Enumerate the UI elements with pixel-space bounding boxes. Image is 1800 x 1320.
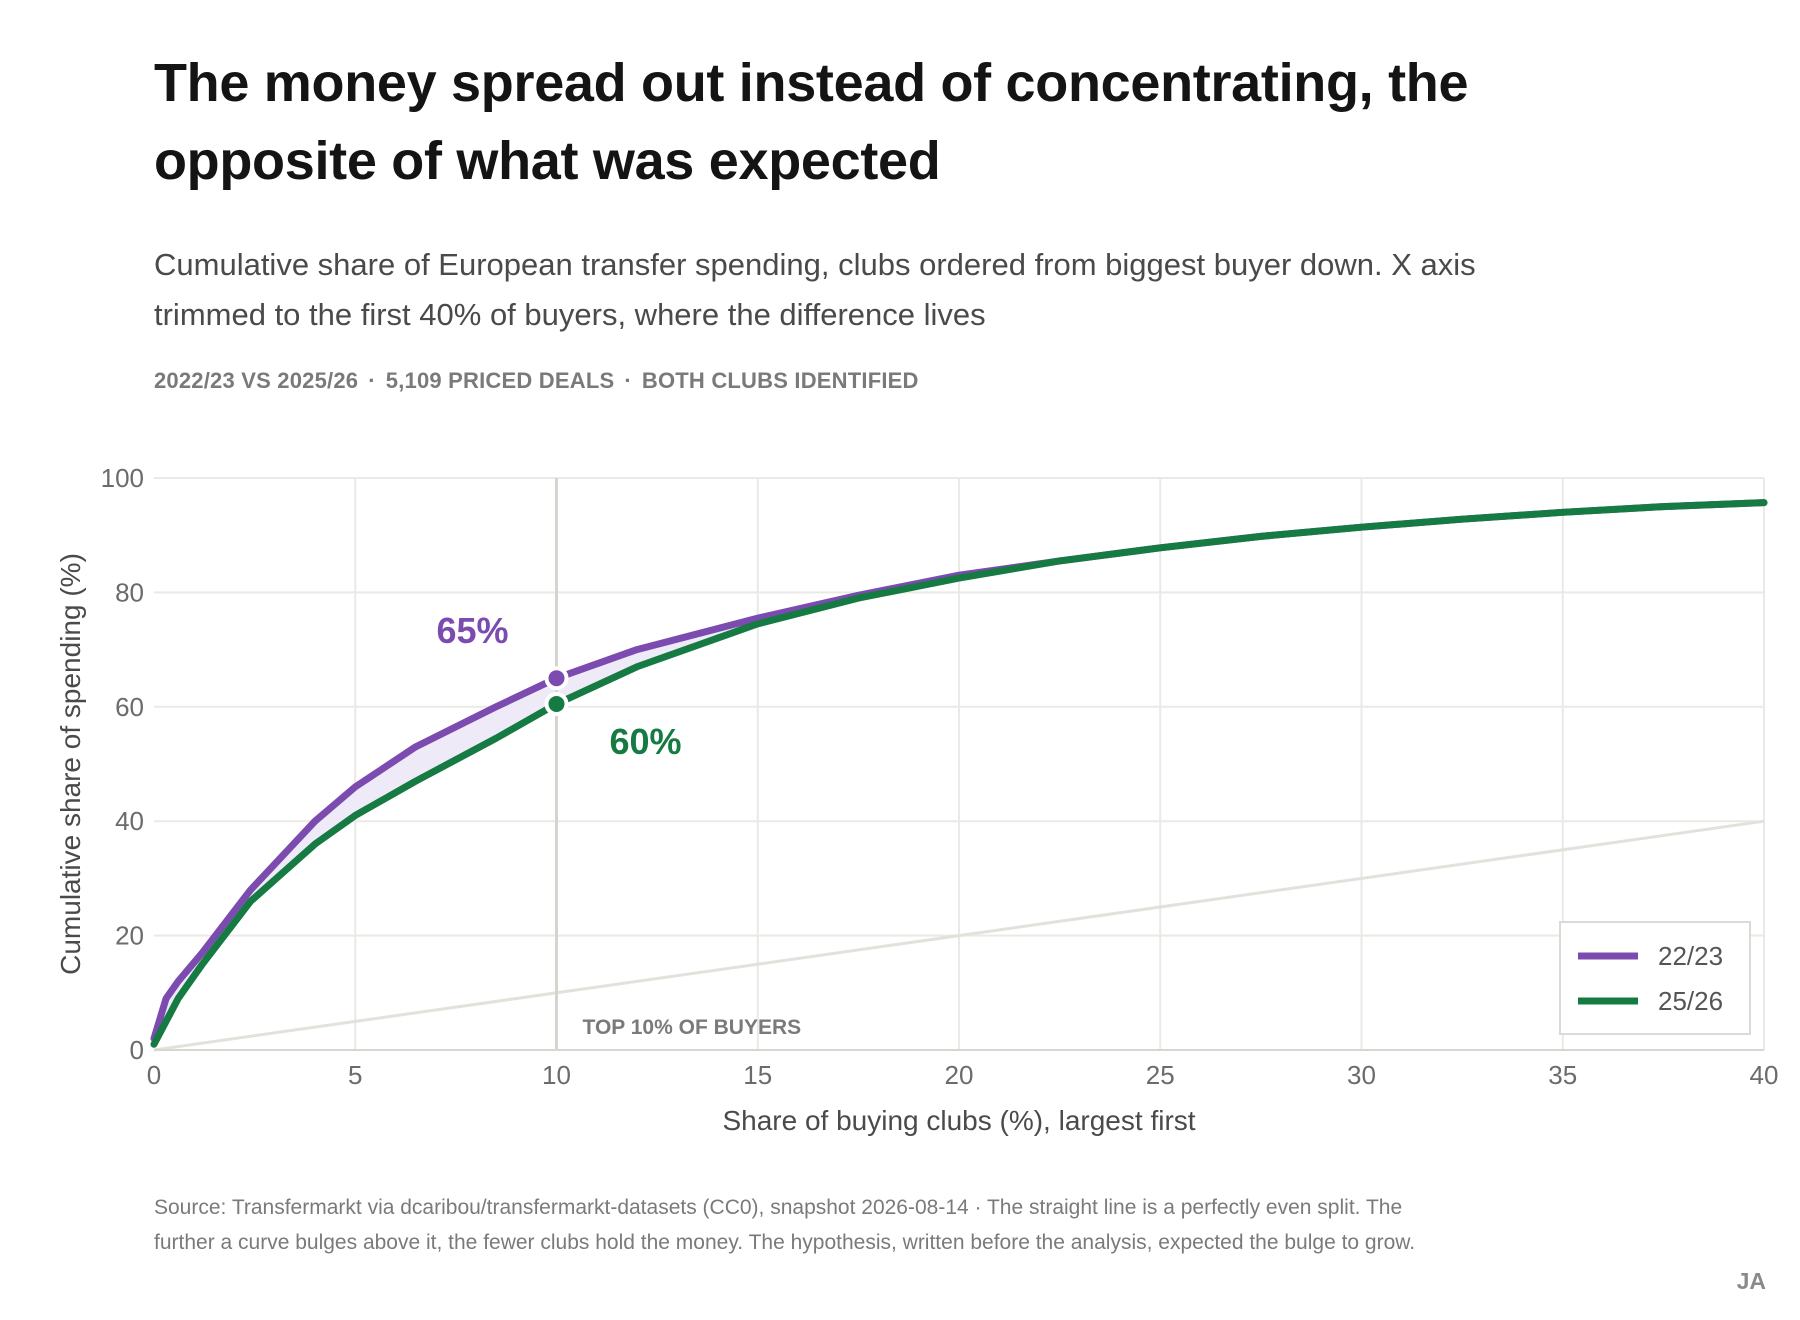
y-tick-label: 100 — [101, 463, 144, 493]
x-tick-label: 30 — [1347, 1060, 1376, 1090]
chart-subtitle: Cumulative share of European transfer sp… — [154, 247, 1476, 332]
x-tick-label: 25 — [1146, 1060, 1175, 1090]
series-line-25-26 — [150, 499, 1768, 1048]
y-tick-label: 40 — [115, 806, 144, 836]
chart-title: The money spread out instead of concentr… — [154, 53, 1469, 191]
x-tick-label: 35 — [1548, 1060, 1577, 1090]
annotation-dot-22-23 — [544, 666, 569, 691]
y-axis-label: Cumulative share of spending (%) — [55, 553, 86, 975]
meta-separator: · — [368, 368, 376, 393]
legend-label-25-26: 25/26 — [1658, 986, 1723, 1016]
series-lines — [150, 499, 1768, 1048]
legend: 22/23 25/26 — [1559, 921, 1751, 1035]
author-signature: JA — [1736, 1268, 1766, 1294]
meta-separator: · — [624, 368, 632, 393]
x-tick-label: 10 — [542, 1060, 571, 1090]
annotation-label-22-23: 65% — [437, 610, 509, 651]
y-tick-label: 20 — [115, 921, 144, 951]
y-tick-label: 60 — [115, 692, 144, 722]
x-tick-label: 15 — [743, 1060, 772, 1090]
chart-meta: 2022/23 VS 2025/26 · 5,109 PRICED DEALS · BO… — [154, 368, 919, 394]
meta-clubs: BOTH CLUBS IDENTIFIED — [641, 368, 919, 393]
x-axis-label: Share of buying clubs (%), largest first — [722, 1105, 1195, 1136]
x-tick-label: 40 — [1750, 1060, 1779, 1090]
annotation-dot-25-26 — [544, 691, 569, 716]
x-tick-label: 20 — [945, 1060, 974, 1090]
annotations: 65% 60% — [437, 610, 682, 762]
lorenz-chart: 65% 60% 0 5 10 15 20 25 30 35 40 0 20 40 60 80 100 TOP … — [55, 463, 1779, 1136]
meta-seasons: 2022/23 VS 2025/26 — [154, 368, 359, 393]
x-tick-label: 0 — [147, 1060, 161, 1090]
y-tick-label: 0 — [130, 1035, 144, 1065]
marker-label: TOP 10% OF BUYERS — [583, 1016, 802, 1039]
equality-line — [153, 819, 1765, 1052]
annotation-label-25-26: 60% — [610, 721, 682, 762]
y-tick-label: 80 — [115, 577, 144, 607]
legend-box — [1559, 921, 1751, 1035]
source-note: Source: Transfermarkt via dcaribou/trans… — [154, 1196, 1416, 1254]
x-tick-label: 5 — [348, 1060, 362, 1090]
tick-labels: 0 5 10 15 20 25 30 35 40 0 20 40 60 80 100 — [101, 463, 1779, 1090]
legend-label-22-23: 22/23 — [1658, 941, 1723, 971]
meta-deals: 5,109 PRICED DEALS — [385, 368, 615, 393]
